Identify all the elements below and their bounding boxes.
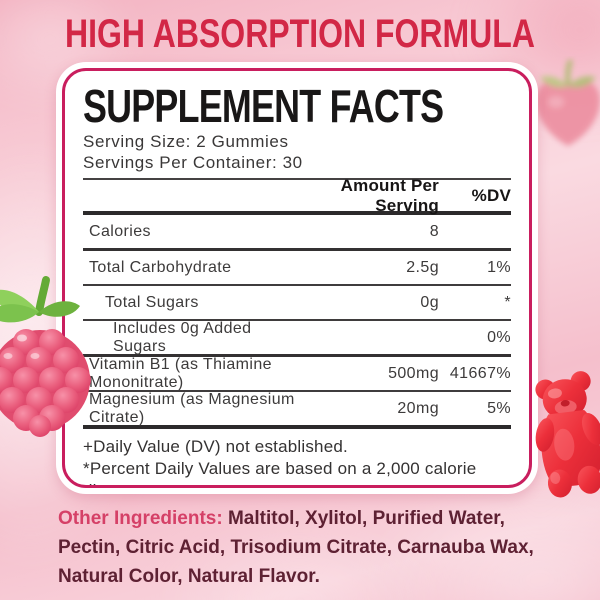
table-row-added-sugars: Includes 0g Added Sugars 0%: [83, 319, 511, 357]
row-name: Includes 0g Added Sugars: [113, 319, 252, 355]
row-amount: 2.5g: [406, 258, 439, 276]
serving-size: Serving Size: 2 Gummies: [83, 132, 289, 151]
other-ingredients-text: Maltitol, Xylitol, Purified Water, Pecti…: [58, 508, 534, 587]
table-row-total-carbohydrate: Total Carbohydrate 2.5g 1%: [83, 251, 511, 286]
footnotes: +Daily Value (DV) not established. *Perc…: [83, 429, 511, 485]
row-name: Total Sugars: [105, 293, 199, 311]
row-amount: 8: [429, 222, 439, 240]
row-name: Magnesium (as Magnesium Citrate): [89, 390, 295, 426]
other-ingredients-label: Other Ingredients:: [58, 508, 223, 529]
row-amount: 20mg: [397, 399, 439, 417]
table-header-row: Amount Per Serving %DV: [83, 175, 511, 215]
row-dv: 5%: [487, 399, 511, 417]
table-row-total-sugars: Total Sugars 0g *: [83, 286, 511, 321]
facts-table: Amount Per Serving %DV Calories 8 Total …: [83, 175, 511, 429]
amount-column-header: Amount Per Serving: [340, 175, 439, 215]
row-name: Calories: [89, 222, 151, 240]
row-dv: *: [504, 293, 511, 311]
other-ingredients: Other Ingredients: Maltitol, Xylitol, Pu…: [58, 504, 546, 591]
dv-column-header: %DV: [471, 185, 511, 205]
servings-per-container: Servings Per Container: 30: [83, 153, 303, 172]
footnote-dv-not-established: +Daily Value (DV) not established.: [83, 437, 348, 456]
table-row-vitamin-b1: Vitamin B1 (as Thiamine Mononitrate) 500…: [83, 355, 511, 392]
panel-title: SUPPLEMENT FACTS: [83, 80, 444, 132]
row-dv: 41667%: [449, 364, 511, 382]
row-dv: 1%: [487, 258, 511, 276]
row-name: Vitamin B1 (as Thiamine Mononitrate): [89, 355, 272, 391]
footnote-percent-dv: *Percent Daily Values are based on a 2,0…: [83, 459, 477, 485]
table-row-calories: Calories 8: [83, 215, 511, 251]
headline: HIGH ABSORPTION FORMULA: [65, 12, 535, 56]
table-row-magnesium: Magnesium (as Magnesium Citrate) 20mg 5%: [83, 390, 511, 429]
gummy-bear-image: [535, 371, 600, 498]
row-amount: 500mg: [388, 364, 439, 382]
row-dv: 0%: [487, 328, 511, 346]
row-amount: 0g: [420, 293, 439, 311]
strawberry-image: [536, 59, 600, 146]
supplement-facts-panel: SUPPLEMENT FACTS Serving Size: 2 Gummies…: [56, 62, 538, 494]
raspberry-image: [0, 276, 91, 437]
row-name: Total Carbohydrate: [89, 258, 232, 276]
supplement-facts-inner: SUPPLEMENT FACTS Serving Size: 2 Gummies…: [62, 68, 532, 488]
